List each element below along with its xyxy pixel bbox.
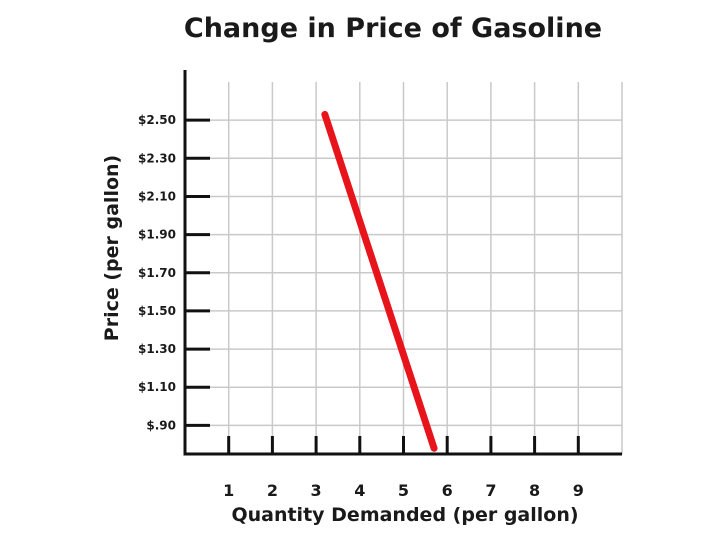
y-tick-label: $.90 — [146, 418, 176, 432]
y-axis-label: Price (per gallon) — [101, 155, 123, 341]
y-tick-label: $2.10 — [138, 189, 176, 203]
x-tick-label: 7 — [485, 481, 496, 500]
x-tick-label: 2 — [267, 481, 278, 500]
x-axis-ticks: 1 2 3 4 5 6 7 8 9 — [223, 436, 584, 500]
y-tick-label: $1.10 — [138, 380, 176, 394]
x-tick-label: 3 — [311, 481, 322, 500]
y-axis-ticks: $2.50 $2.30 $2.10 $1.90 $1.70 $1.50 $1.30 $1.10… — [138, 113, 210, 432]
y-tick-label: $1.30 — [138, 342, 176, 356]
y-tick-label: $1.70 — [138, 266, 176, 280]
x-tick-label: 4 — [354, 481, 365, 500]
y-tick-label: $2.30 — [138, 151, 176, 165]
chart-title: Change in Price of Gasoline — [184, 13, 602, 44]
grid-lines — [185, 82, 623, 454]
x-tick-label: 1 — [223, 481, 234, 500]
y-tick-label: $2.50 — [138, 113, 176, 127]
y-tick-label: $1.90 — [138, 228, 176, 242]
demand-line — [321, 110, 438, 452]
x-tick-label: 8 — [529, 481, 540, 500]
x-tick-label: 9 — [573, 481, 584, 500]
y-tick-label: $1.50 — [138, 304, 176, 318]
series-layer — [321, 110, 438, 452]
x-tick-label: 6 — [442, 481, 453, 500]
x-tick-label: 5 — [398, 481, 409, 500]
x-axis-label: Quantity Demanded (per gallon) — [231, 504, 578, 526]
